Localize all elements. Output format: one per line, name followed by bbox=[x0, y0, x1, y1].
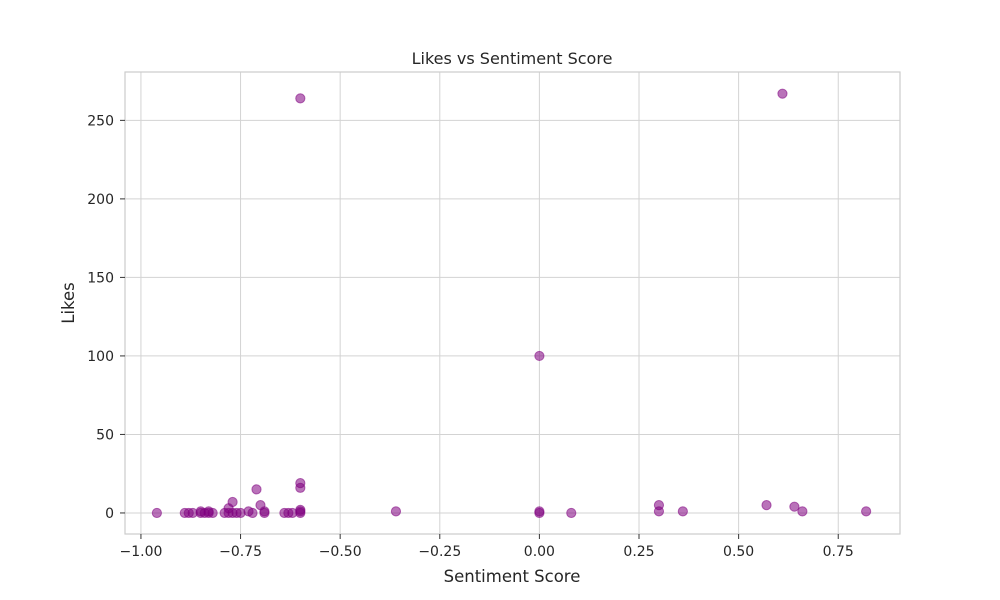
data-point bbox=[227, 496, 238, 508]
data-point bbox=[247, 507, 258, 519]
x-tick-label: 0.25 bbox=[623, 544, 654, 560]
grid bbox=[125, 72, 900, 534]
y-axis-label: Likes bbox=[59, 282, 78, 324]
data-point bbox=[534, 350, 545, 362]
y-tick-label: 0 bbox=[105, 506, 114, 522]
data-point bbox=[777, 88, 788, 99]
data-point bbox=[295, 93, 306, 104]
data-point bbox=[797, 506, 808, 517]
y-tick-label: 50 bbox=[96, 427, 114, 443]
data-points bbox=[151, 88, 872, 519]
x-tick-label: 0.00 bbox=[524, 544, 555, 560]
y-tick-label: 200 bbox=[87, 192, 114, 208]
data-point bbox=[566, 507, 577, 519]
x-tick-label: 0.50 bbox=[723, 544, 754, 560]
data-point bbox=[259, 507, 270, 519]
x-tick-label: −0.50 bbox=[319, 544, 362, 560]
y-tick-label: 250 bbox=[87, 113, 114, 129]
data-point bbox=[251, 484, 262, 495]
data-point bbox=[653, 506, 665, 517]
data-point bbox=[677, 506, 688, 517]
data-point bbox=[789, 501, 800, 512]
x-tick-label: 0.75 bbox=[823, 544, 854, 560]
data-point bbox=[761, 500, 772, 511]
x-tick-label: −0.25 bbox=[418, 544, 461, 560]
y-tick-label: 150 bbox=[87, 270, 114, 286]
data-point bbox=[390, 506, 402, 517]
ticks: −1.00 −0.75 −0.50 −0.25 0.00 0.25 0.50 0.75 0 50 1… bbox=[87, 113, 854, 560]
plot-frame bbox=[124, 71, 901, 535]
x-axis-label: Sentiment Score bbox=[444, 567, 581, 586]
data-point bbox=[295, 507, 306, 519]
x-tick-label: −0.75 bbox=[219, 544, 262, 560]
data-point bbox=[295, 482, 306, 493]
y-tick-label: 100 bbox=[87, 349, 114, 365]
chart-title: Likes vs Sentiment Score bbox=[412, 49, 613, 68]
x-tick-label: −1.00 bbox=[119, 544, 162, 560]
data-point bbox=[861, 506, 872, 517]
data-point bbox=[151, 507, 162, 519]
data-point bbox=[207, 507, 218, 519]
data-point bbox=[534, 507, 545, 519]
